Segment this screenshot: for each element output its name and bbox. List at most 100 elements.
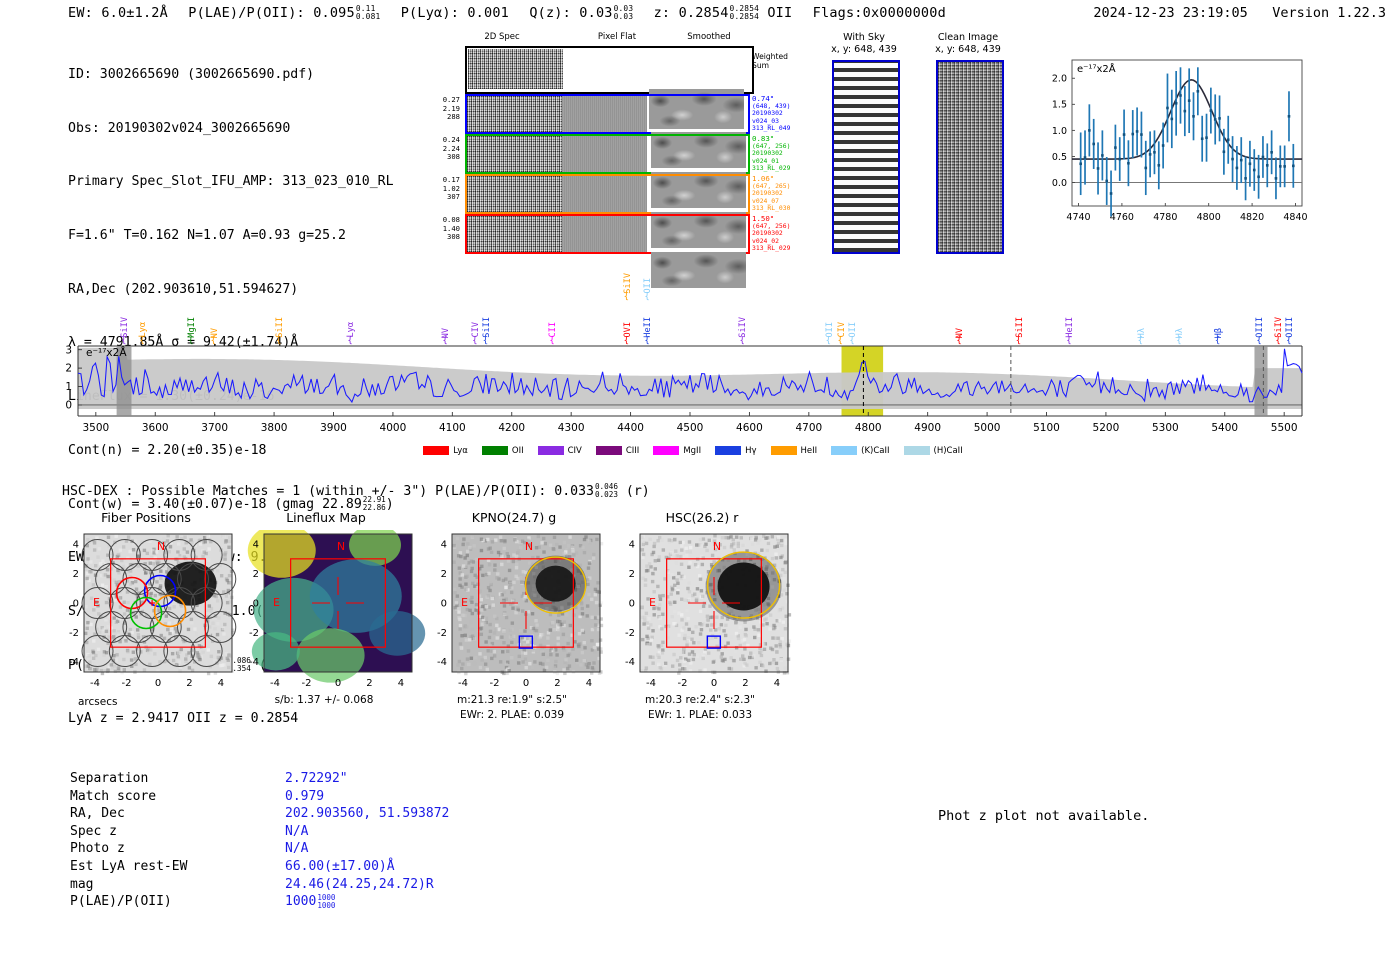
legend-item: HeII [770,445,818,456]
photz-not-available-note: Phot z plot not available. [938,808,1150,824]
fiber-row-left-label: 0.24 2.24 308 [442,135,460,162]
spectral-line-label: MgII [187,317,198,338]
legend-item: CIII [595,446,639,456]
cutout-title: HSC(26.2) r [665,510,739,525]
svg-text:E: E [273,596,280,609]
full-spectrum-plot: 0 1 2 3 3500 3600 3700 3800 3900 4000 4100 4200 4300… [0,268,1400,468]
column-title-pixelflat: Pixel Flat [597,32,637,42]
svg-text:4100: 4100 [439,422,466,434]
fiber-smoothed-image [651,252,746,288]
svg-text:4000: 4000 [380,422,407,434]
svg-text:2: 2 [629,569,635,580]
legend-swatch [831,446,858,455]
weighted-sum-label: Weighted Sum [752,52,788,71]
spectral-line-bracket: { [739,336,745,346]
fiber-row-right-label: 0.74" (648, 439) 20190302 v024_03 313_RL_049 [752,94,791,133]
svg-text:-4: -4 [249,657,259,668]
spectral-line-label: SiII [481,317,492,338]
info-cont-w-post: ) [385,496,394,512]
weighted-sum-row [465,46,754,129]
legend-label: HeII [800,445,818,456]
plae-upper: 0.11 [355,4,376,14]
spectral-line-bracket: { [482,336,489,346]
timestamp: 2024-12-23 23:19:05 [1093,5,1248,21]
legend-swatch [537,446,564,455]
z-label: z: [653,5,671,21]
svg-text:4780: 4780 [1153,212,1177,223]
spectral-line-label: OIII [1285,317,1296,338]
spectral-line-bracket: { [1286,336,1292,346]
svg-text:N: N [713,540,721,553]
svg-text:4500: 4500 [677,422,704,434]
svg-text:2: 2 [186,678,192,689]
cutout-footer: m:21.3 re:1.9" s:2.5" [457,694,567,706]
match-property-value: 24.46(24.25,24.72)R [285,876,434,892]
svg-text:E: E [461,596,468,609]
hscdex-text: HSC-DEX : Possible Matches = 1 (within +… [62,483,594,499]
z-value: 0.2854 [678,5,729,21]
column-title-smoothed: Smoothed [687,32,731,42]
spectral-line-bracket: { [825,336,832,346]
svg-text:2: 2 [441,569,447,580]
spectral-line-bracket: { [849,336,855,346]
spectral-line-bracket: { [139,336,145,346]
info-obs: Obs: 20190302v024_3002665690 [68,120,291,136]
ew-value: 6.0±1.2Å [101,5,168,21]
svg-text:4700: 4700 [795,422,822,434]
hscdex-filter: (r) [625,483,650,499]
match-property-row: Separation 2.72292" [70,770,449,788]
svg-text:0: 0 [155,678,161,689]
svg-text:-2: -2 [122,678,132,689]
plya-label: P(Lyα): [400,5,460,21]
spectral-line-bracket: { [623,292,630,302]
svg-text:e⁻¹⁷x2Å: e⁻¹⁷x2Å [86,346,127,359]
spectral-line-label: HeII [643,317,654,338]
svg-text:N: N [157,540,165,553]
fiber-row-panel [465,94,750,168]
plae-label: P(LAE)/P(OII): [188,5,305,21]
match-property-key: Separation [70,771,149,786]
hscdex-upper: 0.046 [594,482,618,491]
fiber-row-left-label: 0.27 2.19 288 [442,95,460,122]
legend-swatch [770,446,797,455]
spectral-line-bracket: { [1066,336,1072,346]
spectral-line-label: SiIV [738,317,749,338]
svg-text:0: 0 [711,678,717,689]
match-properties-table: Separation 2.72292" Match score 0.979 RA, De… [70,770,449,911]
svg-text:-2: -2 [625,628,635,639]
svg-text:4200: 4200 [498,422,525,434]
svg-text:4: 4 [73,540,79,551]
svg-text:3500: 3500 [82,422,109,434]
match-property-row: Match score 0.979 [70,788,449,806]
svg-text:0: 0 [629,598,635,609]
svg-text:-2: -2 [302,678,312,689]
svg-text:0.5: 0.5 [1052,152,1067,163]
svg-text:4760: 4760 [1110,212,1134,223]
fiber-pixelflat-image [562,96,647,132]
full-spectrum-svg: 0 1 2 3 3500 3600 3700 3800 3900 4000 4100 4200 4300… [65,344,1303,434]
svg-text:4600: 4600 [736,422,763,434]
plae-value: 0.095 [313,5,355,21]
match-property-value: 66.00(±17.00)Å [285,858,395,874]
gmag-lower: 22.86 [362,502,386,512]
cutout-footer: EWr: 1. PLAE: 0.033 [647,709,753,721]
legend-item: CIV [537,446,582,456]
spectrum-legend: Lyα OII CIV CIII MgII Hγ HeII (K)CaII (H)CaII [0,440,1400,459]
info-radec: RA,Dec (202.903610,51.594627) [68,281,299,297]
with-sky-image [832,60,900,254]
fiber-row-left-label: 0.17 1.02 307 [442,175,460,202]
fiber-row-panel [465,174,750,248]
info-plae-upper: 1.086 [227,655,251,665]
spectral-line-bracket: { [644,292,650,302]
svg-text:E: E [93,596,100,609]
svg-text:4840: 4840 [1283,212,1307,223]
spectral-line-label: SiII [1014,317,1025,338]
svg-text:4900: 4900 [914,422,941,434]
svg-text:4: 4 [218,678,224,689]
match-property-key: P(LAE)/P(OII) [70,894,172,910]
cutout-svg: -4 -4 -2 -2 0 0 2 2 4 4 N E [437,533,604,689]
svg-text:-4: -4 [625,657,635,668]
